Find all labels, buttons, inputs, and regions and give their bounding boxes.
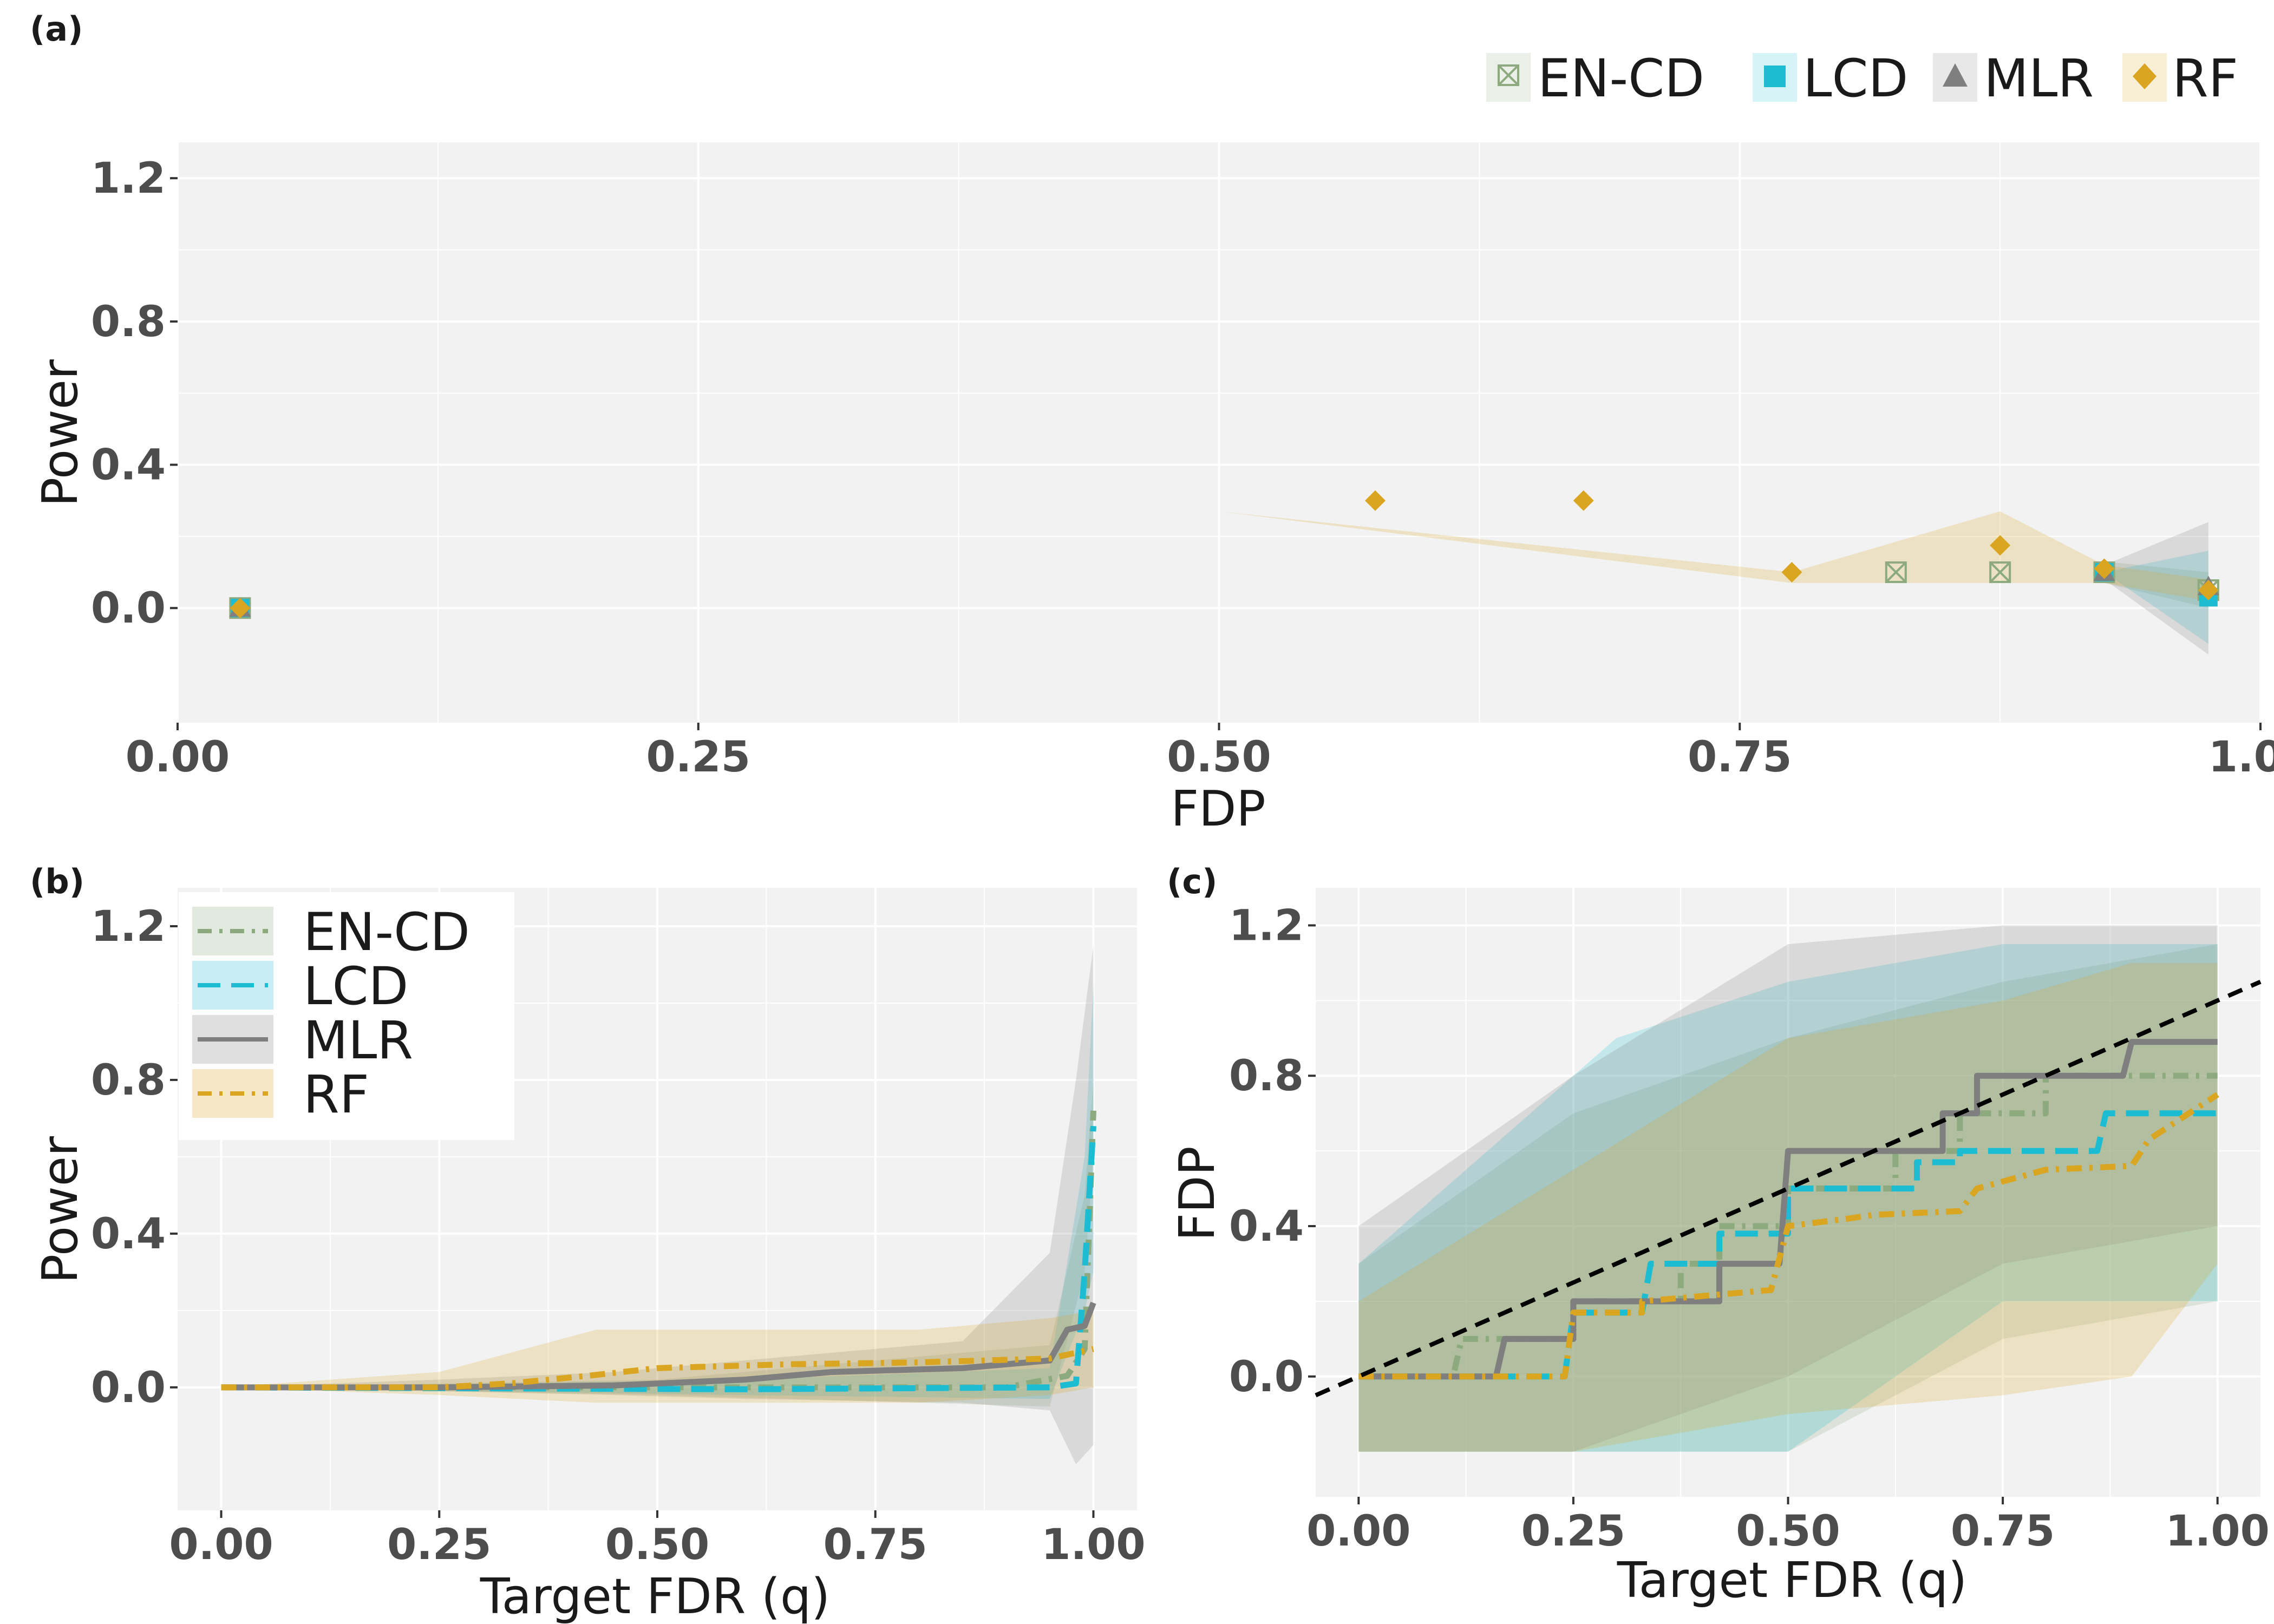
diamond-icon [1365,490,1386,511]
x-tick-label: 0.00 [126,733,230,782]
legend-b-label-rf: RF [303,1064,369,1125]
x-tick-label: 1.00 [2165,1507,2269,1556]
band-en-cd [2104,561,2208,608]
y-tick-label: 0.4 [91,441,166,490]
x-tick-label: 0.50 [605,1521,709,1569]
band-rf [240,511,2208,608]
panel-a-plot: 0.00 0.25 0.50 0.75 1.00 0.0 0.4 0.8 1.2 [91,142,2274,782]
point-rf [230,598,251,619]
diamond-icon [1573,490,1594,511]
square-x-icon [1498,64,1519,86]
legend-top-item-lcd: LCD [1753,48,1908,109]
series-layer [221,1110,1096,1392]
y-tick-label: 0.0 [1229,1353,1304,1402]
series-line-en-cd [221,1110,1096,1391]
panel-b-legend: EN-CD LCD MLR RF [179,892,514,1140]
legend-top-item-rf: RF [2122,48,2238,109]
panel-a-ylabel: Power [32,359,89,507]
legend-b-item-mlr: MLR [192,1010,413,1071]
legend-b-label-encd: EN-CD [303,902,470,962]
x-tick-label: 0.75 [824,1521,927,1569]
legend-top-label-mlr: MLR [1984,48,2094,109]
legend-top-label-encd: EN-CD [1538,48,1704,109]
series-line-rf [221,1346,1094,1391]
x-tick-label: 0.25 [387,1521,491,1569]
diamond-icon [2133,63,2157,89]
x-tick-label: 0.75 [1688,733,1792,782]
panel-label-c: (c) [1167,862,1217,901]
panel-b-ylabel: Power [32,1136,89,1284]
y-tick-label: 0.0 [91,584,166,633]
x-tick-label: 0.00 [1306,1507,1410,1556]
x-tick-label: 0.75 [1951,1507,2055,1556]
diamond-icon [1990,535,2011,556]
legend-b-label-lcd: LCD [303,956,408,1017]
series-layer [229,490,2219,619]
panel-label-a: (a) [30,9,83,49]
legend-top-item-mlr: MLR [1933,48,2094,109]
point-rf [1573,490,1594,511]
y-tick-label: 0.8 [91,298,166,346]
square-x-icon [1989,561,2011,584]
diamond-icon [1781,562,1802,583]
legend-b-item-encd: EN-CD [192,902,470,962]
y-tick-label: 0.8 [91,1056,166,1105]
legend-top-item-encd: EN-CD [1486,48,1704,109]
y-tick-label: 1.2 [91,902,166,951]
legend-top-label-lcd: LCD [1803,48,1908,109]
x-tick-label: 0.25 [646,733,750,782]
diamond-icon [230,598,251,619]
diamond-icon [2094,558,2115,579]
band-lcd [2104,551,2208,644]
panel-c-plot: 0.00 0.25 0.50 0.75 1.00 0.0 0.4 0.8 1.2 [1229,888,2270,1556]
y-tick-label: 1.2 [91,154,166,203]
panel-b-xlabel: Target FDR (q) [480,1568,831,1624]
bands [240,511,2208,655]
x-tick-label: 0.00 [169,1521,273,1569]
bands [221,945,1094,1464]
band-rf [221,1310,1094,1403]
panel-label-b: (b) [30,862,84,901]
x-tick-label: 0.50 [1167,733,1271,782]
diamond-icon [2198,580,2219,601]
band-en-cd [221,1079,1094,1407]
series-line-lcd [221,1125,1096,1392]
x-tick-label: 1.00 [1041,1521,1145,1569]
y-tick-label: 0.4 [1229,1202,1304,1251]
band-mlr [2104,522,2208,655]
legend-b-item-lcd: LCD [192,956,408,1017]
point-rf [2094,558,2115,579]
panel-c-xlabel: Target FDR (q) [1617,1552,1968,1609]
x-tick-label: 1.00 [2208,733,2274,782]
square-icon [1764,66,1786,87]
top-legend: EN-CD LCD MLR RF [1486,48,2238,109]
point-rf [1365,490,1386,511]
x-tick-label: 0.25 [1521,1507,1625,1556]
panel-c-ylabel: FDP [1169,1146,1226,1241]
panel-a-xlabel: FDP [1171,781,1265,837]
series-line-rf [1358,1092,2219,1380]
point-en-cd [1989,561,2011,584]
x-tick-label: 0.50 [1736,1507,1840,1556]
reference-line-y-equals-x [1315,979,2262,1398]
y-tick-label: 0.8 [1229,1052,1304,1101]
y-tick-label: 0.0 [91,1364,166,1412]
legend-b-item-rf: RF [192,1064,369,1125]
point-rf [1990,535,2011,556]
square-x-cross [1989,561,2011,583]
legend-top-label-rf: RF [2172,48,2238,109]
triangle-icon [1943,63,1968,87]
point-en-cd [1885,561,1907,584]
y-tick-label: 1.2 [1229,901,1304,950]
square-x-icon [1885,561,1907,584]
legend-b-label-mlr: MLR [303,1010,413,1071]
point-rf [2198,580,2219,601]
series-line-mlr [221,1301,1096,1391]
y-tick-label: 0.4 [91,1210,166,1259]
point-rf [1781,562,1802,583]
square-x-cross [1885,561,1907,583]
series-layer [1315,979,2262,1398]
